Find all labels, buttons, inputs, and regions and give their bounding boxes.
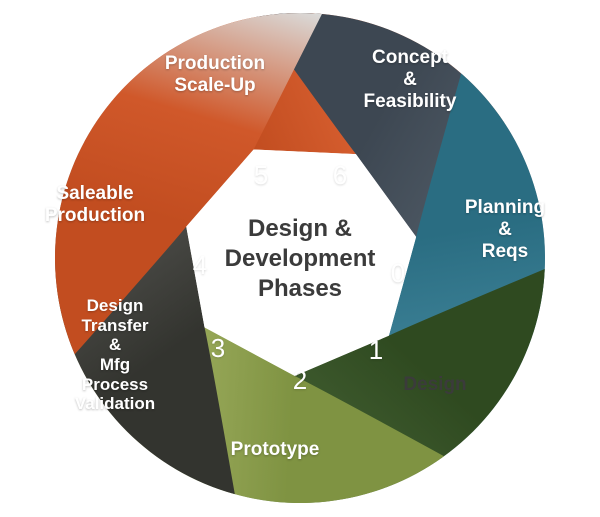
phases-diagram: { "diagram": { "type": "aperture-wheel",… — [0, 0, 600, 517]
aperture-svg — [0, 0, 600, 517]
